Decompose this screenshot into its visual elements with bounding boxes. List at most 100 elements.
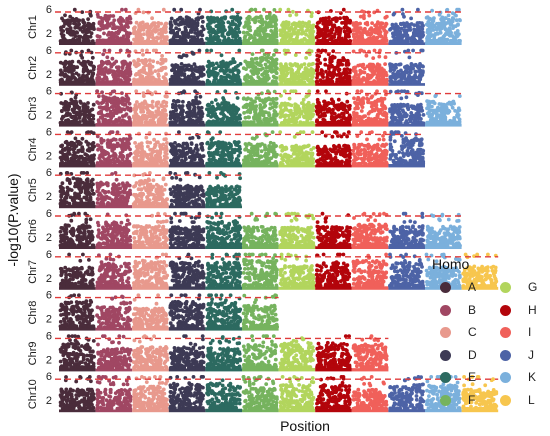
data-point (352, 75, 356, 80)
data-point (402, 14, 406, 19)
data-point (71, 37, 76, 41)
data-point (146, 72, 151, 77)
data-point (72, 7, 77, 12)
data-point (89, 130, 94, 135)
data-point (364, 53, 369, 58)
data-point (198, 7, 202, 12)
data-point (112, 61, 117, 66)
data-point (171, 102, 175, 107)
data-point (267, 20, 272, 25)
data-point (304, 32, 308, 37)
data-point (254, 29, 258, 34)
data-point (323, 113, 327, 118)
data-point (289, 75, 294, 80)
data-point (406, 48, 411, 53)
data-point (77, 77, 82, 82)
data-point (421, 23, 425, 28)
data-point (337, 77, 341, 82)
data-point (133, 106, 137, 111)
data-point (131, 31, 136, 36)
data-point (222, 35, 227, 39)
data-point (154, 109, 159, 114)
data-point (123, 7, 128, 12)
data-point (418, 64, 423, 68)
data-point (400, 7, 405, 12)
segment-base (95, 123, 133, 127)
data-point (61, 29, 66, 33)
data-point (197, 48, 202, 53)
data-point (85, 154, 90, 158)
data-point (325, 109, 330, 114)
data-point (156, 72, 161, 77)
data-point (215, 71, 220, 76)
panel-chr4: Chr4 26 (27, 126, 426, 168)
data-point (96, 34, 100, 39)
data-point (161, 7, 166, 12)
data-point (74, 71, 79, 76)
data-point (372, 48, 377, 53)
data-point (293, 89, 298, 94)
data-point (100, 101, 104, 105)
data-point (262, 7, 266, 12)
data-point (336, 97, 341, 102)
data-point (189, 38, 193, 43)
data-point (168, 26, 173, 31)
data-point (107, 23, 112, 28)
data-point (372, 108, 377, 113)
data-point (134, 89, 139, 94)
data-point (221, 107, 226, 112)
data-point (172, 19, 177, 23)
data-point (282, 68, 287, 72)
data-point (76, 59, 81, 64)
data-point (186, 74, 191, 79)
segment-base (425, 123, 462, 127)
data-point (220, 19, 225, 24)
data-point (61, 147, 65, 152)
data-point (450, 105, 455, 110)
y-tick-label: 6 (46, 45, 52, 57)
data-point (439, 21, 444, 25)
segment-base (315, 123, 352, 127)
data-point (370, 68, 374, 72)
data-point (335, 18, 339, 23)
data-point (389, 67, 394, 72)
data-point (304, 67, 308, 71)
data-point (147, 35, 152, 39)
data-point (268, 102, 273, 106)
data-point (260, 77, 264, 82)
data-point (217, 18, 221, 22)
data-point (110, 96, 115, 101)
segment-base (132, 42, 169, 45)
data-point (74, 154, 79, 159)
data-point (141, 52, 145, 57)
data-point (248, 101, 253, 106)
data-point (66, 141, 71, 146)
data-point (343, 75, 348, 80)
data-point (101, 52, 106, 57)
data-point (294, 116, 299, 121)
data-point (412, 39, 417, 43)
data-point (172, 75, 177, 79)
data-point (324, 69, 328, 74)
segment-base (388, 83, 425, 86)
data-point (144, 116, 149, 121)
data-point (248, 110, 253, 115)
data-point (425, 99, 429, 103)
data-point (169, 16, 174, 21)
data-point (174, 106, 178, 111)
data-point (77, 18, 82, 23)
data-point (75, 65, 80, 70)
segment-base (132, 82, 169, 86)
data-point (226, 36, 231, 41)
data-point (315, 66, 320, 71)
segment-base (205, 123, 242, 127)
data-point (331, 49, 336, 54)
data-point (438, 28, 442, 32)
data-point (413, 62, 418, 67)
data-point (344, 70, 349, 74)
data-point (322, 38, 327, 42)
data-point (438, 116, 443, 120)
data-point (301, 30, 305, 35)
data-point (156, 68, 161, 73)
data-point (138, 103, 143, 108)
